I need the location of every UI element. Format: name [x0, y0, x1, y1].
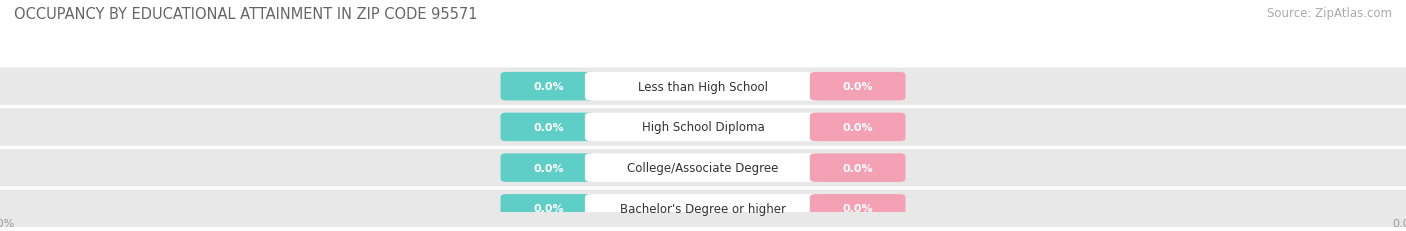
Text: College/Associate Degree: College/Associate Degree [627, 161, 779, 174]
Text: OCCUPANCY BY EDUCATIONAL ATTAINMENT IN ZIP CODE 95571: OCCUPANCY BY EDUCATIONAL ATTAINMENT IN Z… [14, 7, 478, 22]
FancyBboxPatch shape [501, 73, 596, 101]
FancyBboxPatch shape [0, 190, 1406, 227]
FancyBboxPatch shape [585, 154, 821, 182]
Text: Source: ZipAtlas.com: Source: ZipAtlas.com [1267, 7, 1392, 20]
FancyBboxPatch shape [501, 154, 596, 182]
FancyBboxPatch shape [810, 73, 905, 101]
FancyBboxPatch shape [0, 109, 1406, 146]
FancyBboxPatch shape [0, 68, 1406, 105]
FancyBboxPatch shape [810, 113, 905, 142]
FancyBboxPatch shape [501, 194, 596, 223]
FancyBboxPatch shape [585, 194, 821, 223]
Text: 0.0%: 0.0% [842, 204, 873, 213]
FancyBboxPatch shape [810, 194, 905, 223]
Text: 0.0%: 0.0% [842, 163, 873, 173]
Text: 0.0%: 0.0% [533, 204, 564, 213]
Text: Bachelor's Degree or higher: Bachelor's Degree or higher [620, 202, 786, 215]
Text: 0.0%: 0.0% [533, 163, 564, 173]
Text: 0.0%: 0.0% [533, 122, 564, 132]
Text: 0.0%: 0.0% [842, 122, 873, 132]
Text: 0.0%: 0.0% [533, 82, 564, 92]
FancyBboxPatch shape [810, 154, 905, 182]
FancyBboxPatch shape [585, 113, 821, 142]
Text: High School Diploma: High School Diploma [641, 121, 765, 134]
Text: Less than High School: Less than High School [638, 80, 768, 93]
FancyBboxPatch shape [585, 73, 821, 101]
Text: 0.0%: 0.0% [842, 82, 873, 92]
FancyBboxPatch shape [501, 113, 596, 142]
FancyBboxPatch shape [0, 149, 1406, 187]
